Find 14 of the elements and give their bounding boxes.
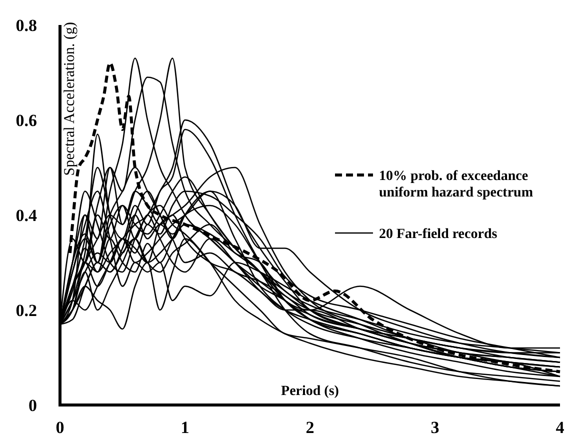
legend-label: 20 Far-field records bbox=[379, 226, 498, 242]
legend-label: 10% prob. of exceedance uniform hazard spectrum bbox=[379, 168, 534, 201]
x-axis-title: Period (s) bbox=[281, 384, 340, 399]
y-tick-label: 0.2 bbox=[16, 300, 37, 320]
x-tick-label: 4 bbox=[556, 418, 565, 437]
y-tick-label: 0 bbox=[28, 396, 37, 415]
x-tick-label: 1 bbox=[180, 418, 190, 437]
y-tick-label: 0.4 bbox=[16, 206, 38, 225]
x-tick-label: 2 bbox=[306, 418, 314, 437]
x-tick-label: 3 bbox=[430, 418, 440, 437]
y-tick-label: 0.6 bbox=[16, 110, 37, 130]
y-tick-label: 0.8 bbox=[16, 16, 37, 35]
y-axis-title: Spectral Acceleration. (g) bbox=[62, 22, 78, 176]
x-tick-label: 0 bbox=[56, 418, 64, 437]
